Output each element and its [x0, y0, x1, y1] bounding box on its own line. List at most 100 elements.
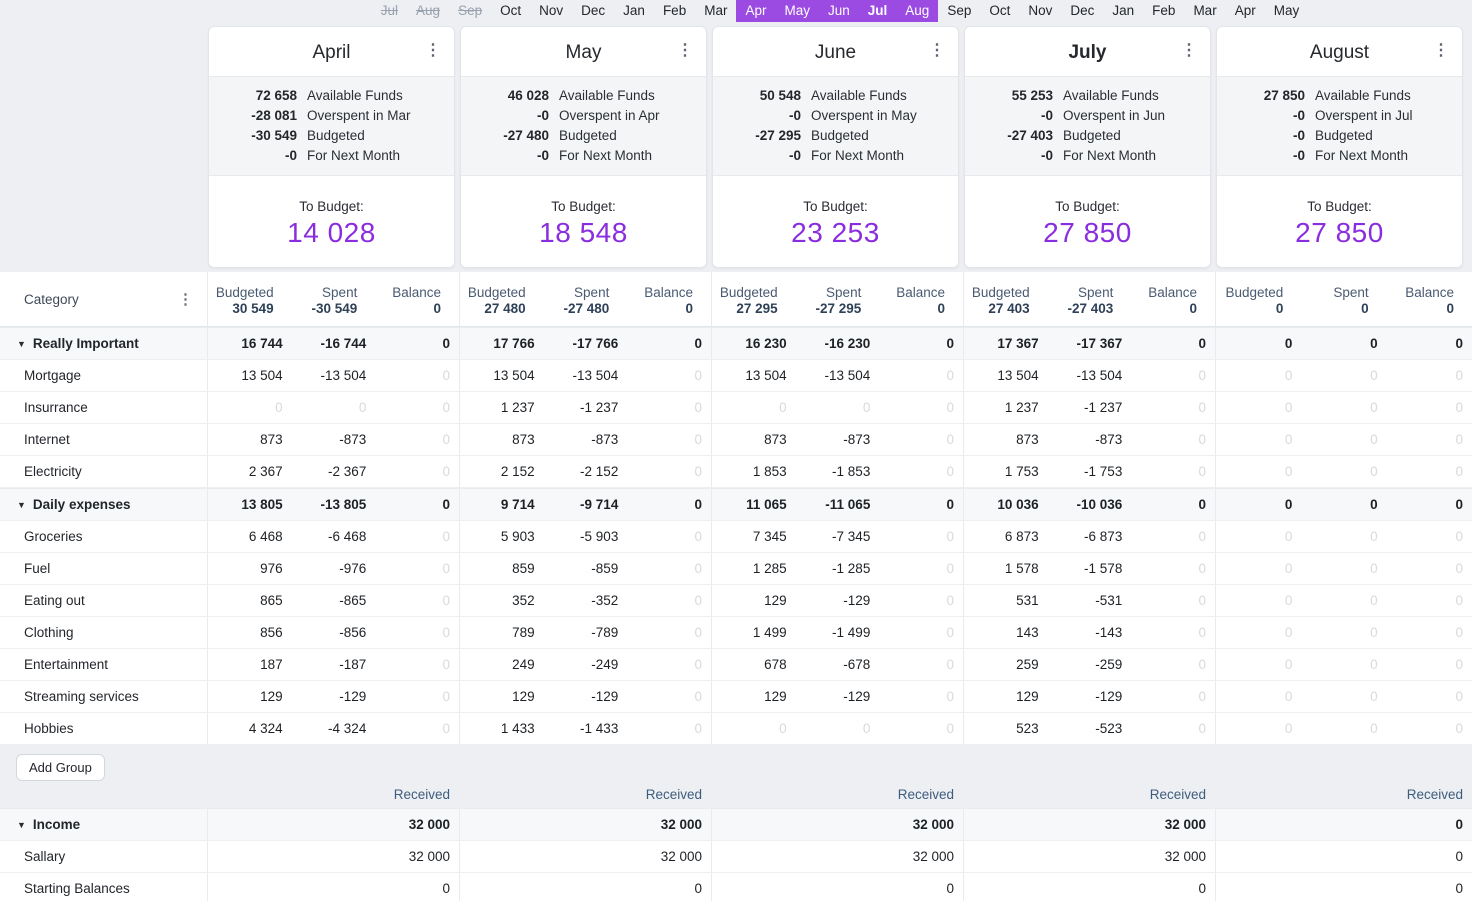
- group-name-cell[interactable]: ▼ Daily expenses: [0, 489, 207, 520]
- timeline-month-jul-12[interactable]: Jul: [858, 0, 897, 22]
- category-kebab-menu-icon[interactable]: ⋮: [178, 291, 193, 308]
- income-group-name-cell[interactable]: ▼ Income: [0, 809, 207, 840]
- group-name-cell[interactable]: ▼ Really Important: [0, 328, 207, 359]
- category-name-cell[interactable]: Fuel: [0, 553, 207, 584]
- timeline-month-dec-17[interactable]: Dec: [1070, 3, 1095, 18]
- budgeted-value[interactable]: 1 237: [1004, 400, 1039, 415]
- timeline-month-sep-14[interactable]: Sep: [947, 3, 972, 18]
- timeline-month-nov-16[interactable]: Nov: [1028, 3, 1053, 18]
- budgeted-value[interactable]: 129: [512, 689, 535, 704]
- budgeted-value[interactable]: 187: [260, 657, 283, 672]
- budgeted-value[interactable]: 0: [275, 400, 283, 415]
- budgeted-value[interactable]: 4 324: [248, 721, 283, 736]
- budgeted-value[interactable]: 6 468: [248, 529, 283, 544]
- budgeted-value[interactable]: 678: [764, 657, 787, 672]
- budgeted-value[interactable]: 352: [512, 593, 535, 608]
- category-name-cell[interactable]: Hobbies: [0, 713, 207, 744]
- budgeted-value[interactable]: 1 433: [500, 721, 535, 736]
- timeline-month-may-10[interactable]: May: [775, 0, 819, 22]
- budgeted-value[interactable]: 0: [1284, 400, 1293, 415]
- card-kebab-menu-icon[interactable]: ⋮: [929, 42, 945, 59]
- budgeted-value[interactable]: 259: [1016, 657, 1039, 672]
- budgeted-value[interactable]: 249: [512, 657, 535, 672]
- group-row-really-important[interactable]: ▼ Really Important 16 744 -16 744 0 17 766 -17…: [0, 327, 1472, 360]
- budgeted-value[interactable]: 531: [1016, 593, 1039, 608]
- budgeted-value[interactable]: 523: [1016, 721, 1039, 736]
- timeline-month-aug-13[interactable]: Aug: [896, 0, 939, 22]
- timeline-month-jun-11[interactable]: Jun: [818, 0, 859, 22]
- timeline-month-feb-7[interactable]: Feb: [662, 3, 687, 18]
- budgeted-value[interactable]: 0: [1284, 368, 1293, 383]
- timeline-month-oct-3[interactable]: Oct: [500, 3, 522, 18]
- budgeted-value[interactable]: 0: [1284, 721, 1293, 736]
- timeline-month-dec-5[interactable]: Dec: [581, 3, 606, 18]
- budgeted-value[interactable]: 0: [1284, 689, 1293, 704]
- timeline-month-nov-4[interactable]: Nov: [539, 3, 564, 18]
- timeline-month-aug-1[interactable]: Aug: [416, 3, 441, 18]
- timeline-month-mar-20[interactable]: Mar: [1193, 3, 1217, 18]
- timeline-month-feb-19[interactable]: Feb: [1152, 3, 1176, 18]
- budgeted-value[interactable]: 0: [1284, 529, 1293, 544]
- budgeted-value[interactable]: 129: [260, 689, 283, 704]
- budgeted-value[interactable]: 0: [779, 721, 787, 736]
- budgeted-value[interactable]: 0: [1284, 593, 1293, 608]
- budgeted-value[interactable]: 976: [260, 561, 283, 576]
- timeline-month-jul-0[interactable]: Jul: [380, 3, 399, 18]
- add-group-button[interactable]: Add Group: [16, 754, 105, 781]
- budgeted-value[interactable]: 0: [1284, 432, 1293, 447]
- budgeted-value[interactable]: 873: [764, 432, 787, 447]
- budgeted-value[interactable]: 0: [1284, 561, 1293, 576]
- timeline-month-oct-15[interactable]: Oct: [989, 3, 1011, 18]
- budgeted-value[interactable]: 1 285: [752, 561, 787, 576]
- budgeted-value[interactable]: 865: [260, 593, 283, 608]
- category-name-cell[interactable]: Insurrance: [0, 392, 207, 423]
- income-category-name-cell[interactable]: Sallary: [0, 841, 207, 872]
- budgeted-value[interactable]: 0: [1284, 625, 1293, 640]
- timeline-month-apr-9[interactable]: Apr: [736, 0, 776, 22]
- budgeted-value[interactable]: 873: [1016, 432, 1039, 447]
- collapse-triangle-icon[interactable]: ▼: [17, 499, 26, 510]
- budgeted-value[interactable]: 13 504: [997, 368, 1039, 383]
- income-group-row[interactable]: ▼ Income 32 000 32 000 32 000 32 000 0: [0, 808, 1472, 841]
- budgeted-value[interactable]: 5 903: [500, 529, 535, 544]
- category-name-cell[interactable]: Groceries: [0, 521, 207, 552]
- collapse-triangle-icon[interactable]: ▼: [17, 338, 26, 349]
- budgeted-value[interactable]: 873: [260, 432, 283, 447]
- budgeted-value[interactable]: 1 237: [500, 400, 535, 415]
- budgeted-value[interactable]: 129: [1016, 689, 1039, 704]
- budgeted-value[interactable]: 1 753: [1004, 464, 1039, 479]
- budgeted-value[interactable]: 1 578: [1004, 561, 1039, 576]
- budgeted-value[interactable]: 13 504: [241, 368, 283, 383]
- category-name-cell[interactable]: Internet: [0, 424, 207, 455]
- budgeted-value[interactable]: 2 152: [500, 464, 535, 479]
- group-row-daily-expenses[interactable]: ▼ Daily expenses 13 805 -13 805 0 9 714 -9 714…: [0, 488, 1472, 521]
- budgeted-value[interactable]: 0: [779, 400, 787, 415]
- budgeted-value[interactable]: 856: [260, 625, 283, 640]
- category-name-cell[interactable]: Entertainment: [0, 649, 207, 680]
- timeline-month-sep-2[interactable]: Sep: [458, 3, 483, 18]
- budgeted-value[interactable]: 0: [1284, 657, 1293, 672]
- budgeted-value[interactable]: 129: [764, 593, 787, 608]
- budgeted-value[interactable]: 7 345: [752, 529, 787, 544]
- budgeted-value[interactable]: 13 504: [745, 368, 787, 383]
- budgeted-value[interactable]: 2 367: [248, 464, 283, 479]
- budgeted-value[interactable]: 859: [512, 561, 535, 576]
- budgeted-value[interactable]: 143: [1016, 625, 1039, 640]
- income-category-name-cell[interactable]: Starting Balances: [0, 873, 207, 901]
- timeline-month-may-22[interactable]: May: [1273, 3, 1300, 18]
- category-name-cell[interactable]: Eating out: [0, 585, 207, 616]
- collapse-triangle-icon[interactable]: ▼: [17, 819, 26, 830]
- card-kebab-menu-icon[interactable]: ⋮: [1181, 42, 1197, 59]
- timeline-month-jan-18[interactable]: Jan: [1112, 3, 1135, 18]
- budgeted-value[interactable]: 0: [1284, 464, 1293, 479]
- timeline-month-jan-6[interactable]: Jan: [623, 3, 645, 18]
- budgeted-value[interactable]: 129: [764, 689, 787, 704]
- timeline-month-mar-8[interactable]: Mar: [704, 3, 728, 18]
- budgeted-value[interactable]: 873: [512, 432, 535, 447]
- budgeted-value[interactable]: 13 504: [493, 368, 535, 383]
- card-kebab-menu-icon[interactable]: ⋮: [677, 42, 693, 59]
- category-name-cell[interactable]: Mortgage: [0, 360, 207, 391]
- category-name-cell[interactable]: Electricity: [0, 456, 207, 487]
- card-kebab-menu-icon[interactable]: ⋮: [425, 42, 441, 59]
- budgeted-value[interactable]: 6 873: [1004, 529, 1039, 544]
